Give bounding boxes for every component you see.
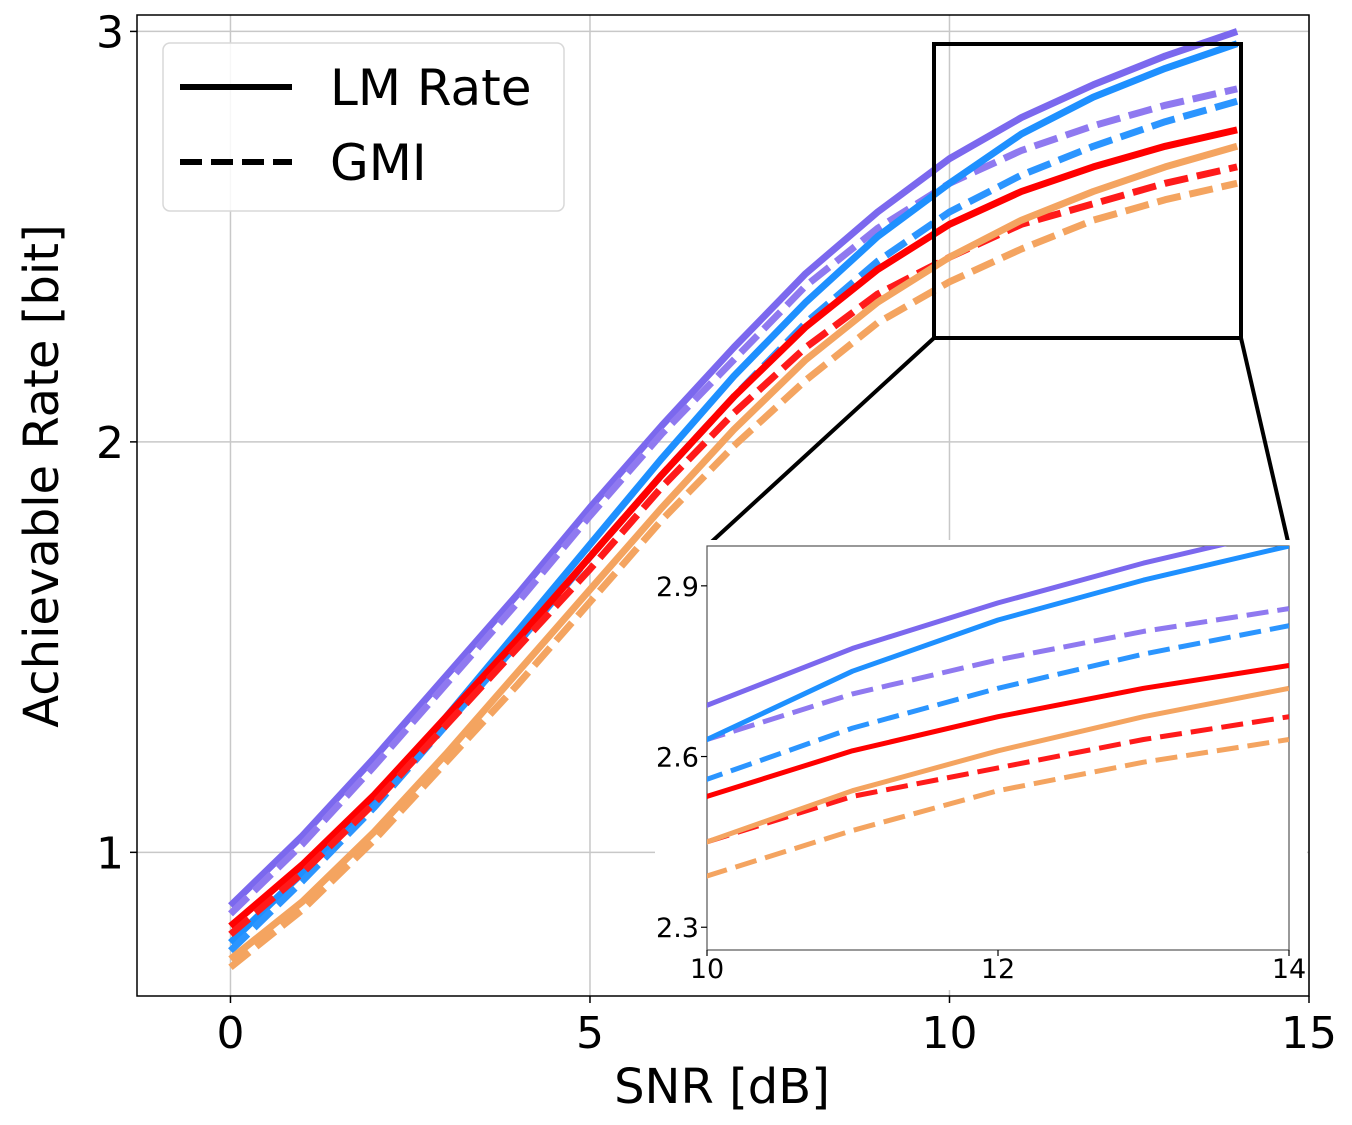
inset-series-purple-lm: [707, 546, 1228, 709]
inset-series-lines: [707, 546, 1289, 879]
inset-y-tick-label-1: 2.6: [656, 743, 699, 774]
y-tick-label-1: 2: [96, 418, 124, 469]
y-axis-label: Achievable Rate [bit]: [14, 224, 70, 727]
inset-tick-labels: 10 12 14 2.3 2.6 2.9: [656, 572, 1306, 985]
legend: LM Rate GMI: [162, 42, 565, 212]
legend-gmi-label: GMI: [330, 134, 427, 192]
inset-series-blue-gmi: [707, 623, 1289, 783]
inset-axes-frame: [706, 545, 1290, 951]
x-tick-label-3: 15: [1281, 1008, 1337, 1059]
inset-series-orange-gmi: [707, 737, 1289, 879]
inset-series-red-lm: [707, 663, 1289, 800]
inset-series-orange-lm: [707, 685, 1289, 845]
x-axis-label: SNR [dB]: [614, 1059, 830, 1115]
inset-x-tick-label-2: 14: [1272, 954, 1306, 985]
series-purple-gmi: [228, 85, 1238, 917]
zoom-connector-left: [705, 336, 936, 548]
legend-lm-rate-label: LM Rate: [330, 59, 532, 117]
y-tick-label-2: 3: [96, 7, 124, 58]
y-tick-label-0: 1: [96, 828, 124, 879]
zoom-connector-right: [1239, 337, 1291, 547]
inset-x-tick-label-0: 10: [690, 954, 724, 985]
inset-series-blue-lm: [707, 546, 1289, 743]
main-axes-frame: [136, 14, 1310, 997]
x-tick-label-0: 0: [216, 1008, 244, 1059]
zoom-region-box: [932, 42, 1243, 340]
x-tick-label-2: 10: [921, 1008, 977, 1059]
inset-y-tick-label-2: 2.9: [656, 572, 699, 603]
series-red-lm: [228, 126, 1238, 929]
series-purple-lm: [228, 28, 1239, 909]
inset-series-red-gmi: [707, 714, 1289, 845]
main-series-lines: [228, 28, 1239, 971]
series-orange-lm: [228, 142, 1239, 962]
x-tick-label-1: 5: [576, 1008, 604, 1059]
series-orange-gmi: [228, 179, 1238, 971]
inset-x-tick-label-1: 12: [981, 954, 1015, 985]
inset-y-tick-label-0: 2.3: [656, 913, 699, 944]
inset-series-purple-gmi: [707, 606, 1289, 743]
